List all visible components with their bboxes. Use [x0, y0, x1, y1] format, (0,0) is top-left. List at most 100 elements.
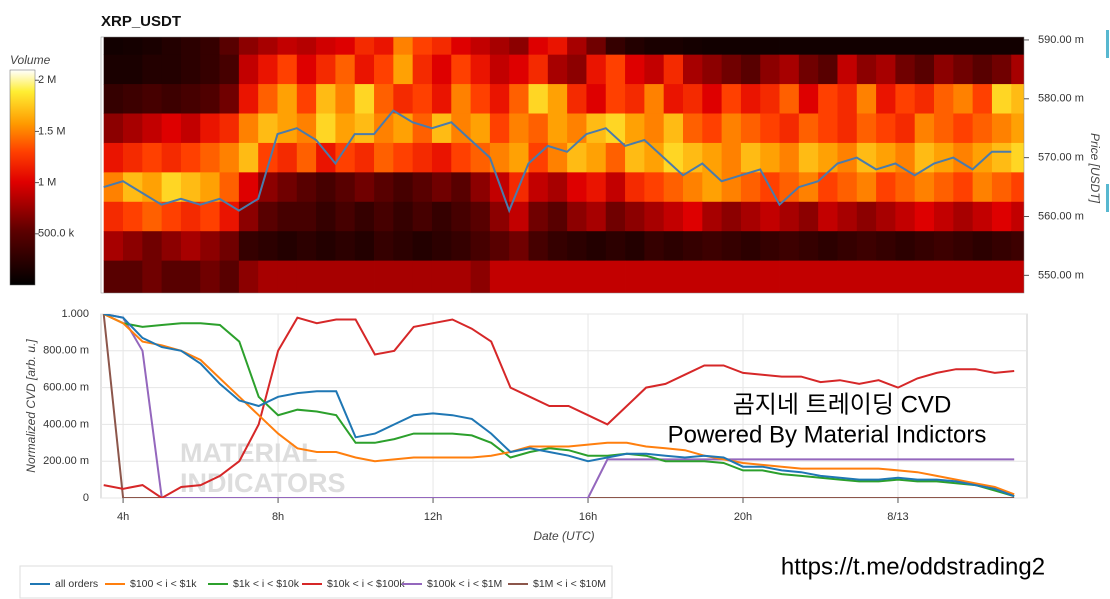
heat-cell — [374, 142, 394, 173]
heat-cell — [161, 172, 182, 203]
heat-cell — [567, 231, 587, 262]
heat-cell — [238, 231, 259, 262]
heat-cell — [760, 201, 780, 232]
heat-cell — [991, 142, 1012, 173]
heat-cell — [760, 37, 780, 56]
heat-cell — [219, 201, 240, 232]
chart-title: XRP_USDT — [101, 13, 181, 30]
heat-cell — [605, 113, 626, 144]
heat-cell — [142, 84, 163, 114]
heat-cell — [914, 260, 935, 293]
heat-cell — [200, 172, 220, 203]
heat-cell — [798, 84, 819, 114]
heat-cell — [547, 113, 568, 144]
heat-cell — [489, 113, 510, 144]
x-tick-label: 4h — [117, 511, 129, 523]
heat-cell — [876, 172, 896, 203]
y-tick-label: 560.00 m — [1038, 210, 1084, 222]
heat-cell — [972, 201, 993, 232]
heat-cell — [142, 54, 163, 85]
heat-cell — [412, 172, 433, 203]
heat-cell — [779, 142, 800, 173]
heat-cell — [991, 37, 1012, 56]
heat-cell — [238, 142, 259, 173]
heat-cell — [470, 260, 491, 293]
colorbar-title: Volume — [10, 53, 51, 67]
heat-cell — [200, 201, 220, 232]
heat-cell — [470, 37, 491, 56]
cvd-line — [103, 314, 1015, 498]
y-tick-label: 580.00 m — [1038, 93, 1084, 105]
heat-cell — [296, 201, 317, 232]
heat-cell — [702, 37, 723, 56]
heat-cell — [682, 37, 703, 56]
heat-cell — [277, 113, 298, 144]
heat-cell — [760, 84, 780, 114]
heat-cell — [374, 260, 394, 293]
watermark: INDICATORS — [180, 468, 346, 498]
heat-cell — [219, 54, 240, 85]
heat-cell — [914, 113, 935, 144]
legend-label: $10k < i < $100k — [327, 578, 405, 590]
heat-cell — [180, 201, 201, 232]
heat-cell — [740, 201, 761, 232]
heat-cell — [354, 113, 375, 144]
heat-cell — [837, 142, 858, 173]
heat-cell — [142, 113, 163, 144]
heat-cell — [296, 172, 317, 203]
heat-cell — [798, 113, 819, 144]
heat-cell — [451, 231, 471, 262]
heat-cell — [393, 260, 414, 293]
heat-cell — [914, 84, 935, 114]
heat-cell — [779, 84, 800, 114]
heat-cell — [142, 260, 163, 293]
heat-cell — [702, 201, 723, 232]
heat-cell — [953, 231, 974, 262]
heat-cell — [644, 231, 665, 262]
heat-cell — [354, 201, 375, 232]
heat-cell — [470, 113, 491, 144]
heat-cell — [625, 201, 645, 232]
colorbar-tick-label: 2 M — [38, 74, 56, 86]
heat-cell — [779, 231, 800, 262]
heat-cell — [740, 142, 761, 173]
heat-cell — [103, 201, 124, 232]
heat-cell — [103, 142, 124, 173]
heat-cell — [837, 231, 858, 262]
heat-cell — [721, 142, 742, 173]
heat-cell — [451, 201, 471, 232]
heat-cell — [238, 84, 259, 114]
colorbar-tick-label: 500.0 k — [38, 228, 75, 240]
heat-cell — [374, 231, 394, 262]
heat-cell — [760, 260, 780, 293]
heat-cell — [142, 231, 163, 262]
heat-cell — [374, 37, 394, 56]
heat-cell — [374, 54, 394, 85]
heat-cell — [142, 201, 163, 232]
heat-cell — [934, 54, 954, 85]
heat-cell — [953, 172, 974, 203]
heat-cell — [431, 54, 452, 85]
heat-cell — [1011, 231, 1024, 262]
heat-cell — [509, 142, 529, 173]
heat-cell — [200, 54, 220, 85]
heat-cell — [567, 172, 587, 203]
heat-cell — [412, 84, 433, 114]
heat-cell — [605, 54, 626, 85]
heat-cell — [354, 172, 375, 203]
heat-cell — [818, 54, 838, 85]
heat-cell — [451, 172, 471, 203]
heat-cell — [837, 260, 858, 293]
heat-cell — [470, 201, 491, 232]
heat-cell — [123, 142, 143, 173]
heat-cell — [335, 54, 356, 85]
heat-cell — [277, 201, 298, 232]
heat-cell — [200, 84, 220, 114]
heat-cell — [200, 37, 220, 56]
heat-cell — [856, 260, 877, 293]
heat-cell — [586, 37, 607, 56]
heat-cell — [277, 84, 298, 114]
heat-cell — [451, 54, 471, 85]
heat-cell — [161, 260, 182, 293]
heat-cell — [277, 172, 298, 203]
